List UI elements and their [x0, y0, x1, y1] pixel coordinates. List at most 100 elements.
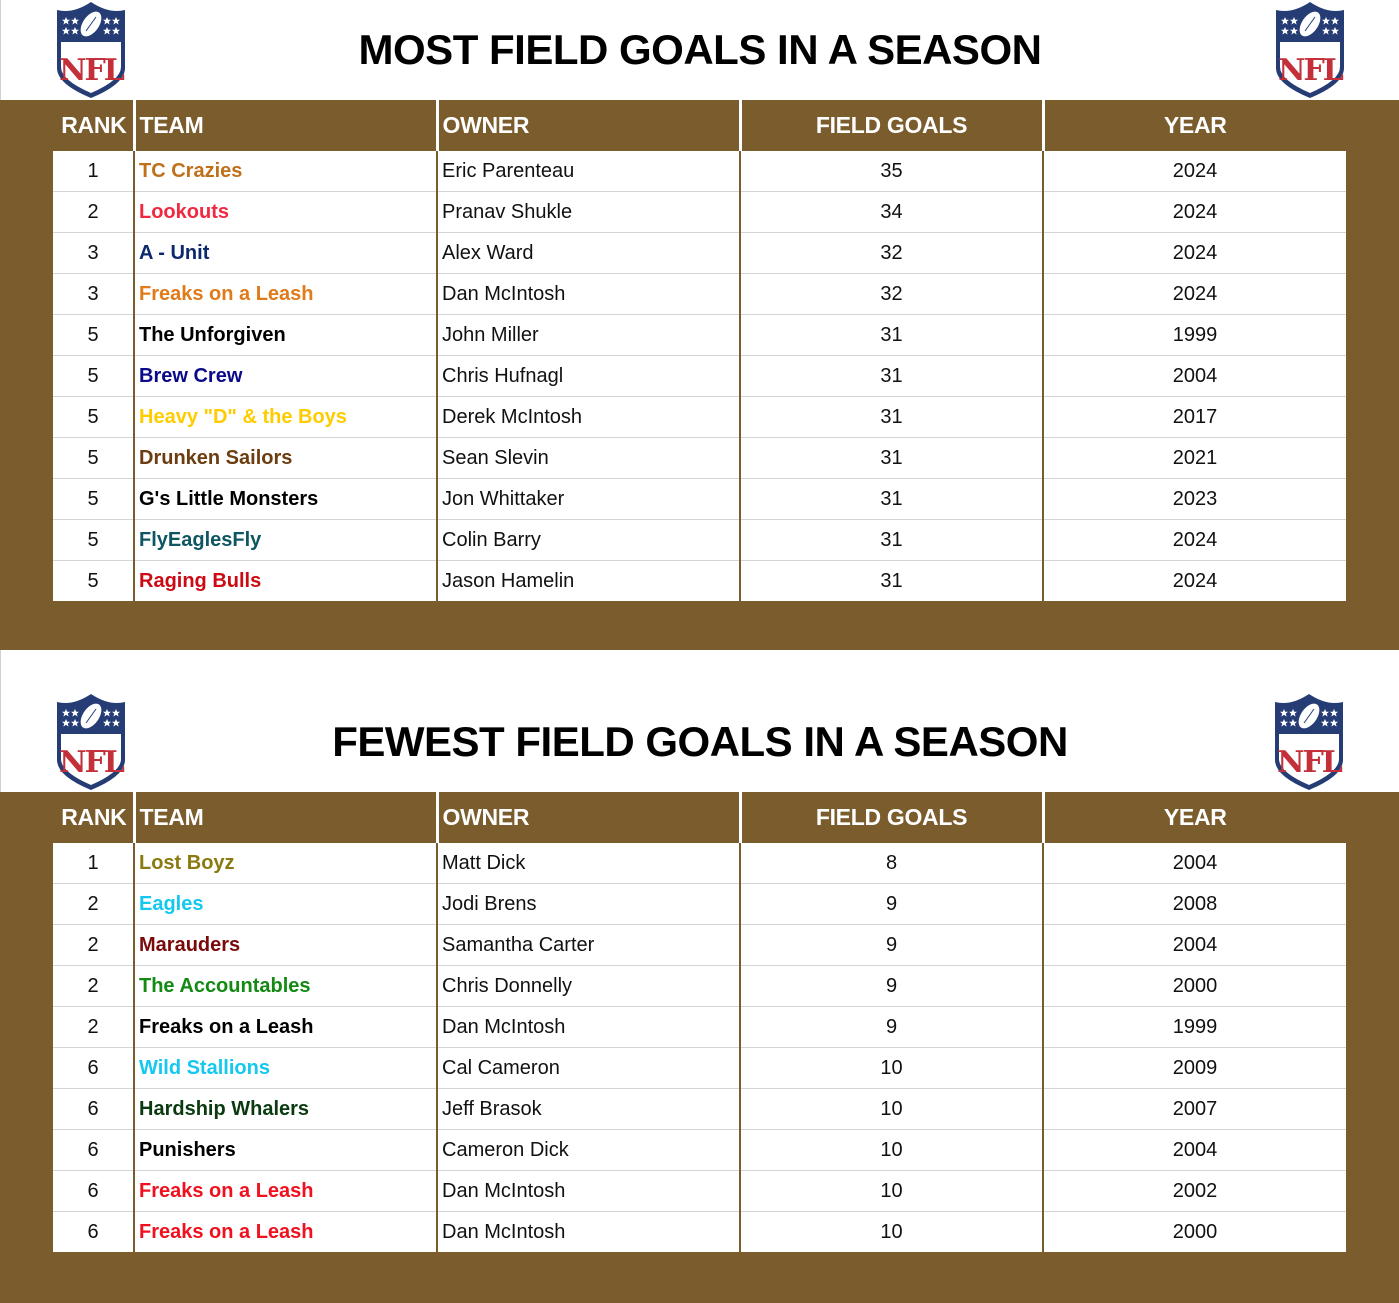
- year-cell: 2024: [1042, 151, 1346, 192]
- table-row: 5 The Unforgiven John Miller 31 1999: [53, 314, 1346, 356]
- header-row: RANK TEAM OWNER FIELD GOALS YEAR: [53, 100, 1346, 151]
- field-goals-cell: 32: [739, 273, 1043, 315]
- rank-cell: 6: [53, 1047, 134, 1089]
- team-cell: A - Unit: [133, 232, 437, 274]
- owner-cell: Chris Donnelly: [436, 965, 740, 1007]
- table-frame: RANK TEAM OWNER FIELD GOALS YEAR 1 Lost …: [0, 792, 1399, 1303]
- team-cell: Marauders: [133, 924, 437, 966]
- most-field-goals-section: NFL MOST FIELD GOALS IN A SEASON NFL RAN…: [0, 0, 1399, 650]
- header-field-goals: FIELD GOALS: [738, 792, 1043, 843]
- rank-cell: 6: [53, 1170, 134, 1212]
- header-year: YEAR: [1041, 792, 1346, 843]
- page-title: FEWEST FIELD GOALS IN A SEASON: [332, 718, 1068, 765]
- year-cell: 2024: [1042, 273, 1346, 315]
- team-cell: Freaks on a Leash: [133, 1170, 437, 1212]
- rank-cell: 5: [53, 314, 134, 356]
- year-cell: 2004: [1042, 355, 1346, 397]
- header-owner: OWNER: [435, 792, 740, 843]
- svg-text:NFL: NFL: [59, 745, 125, 780]
- owner-cell: Jason Hamelin: [436, 560, 740, 601]
- title-band: NFL MOST FIELD GOALS IN A SEASON NFL: [0, 0, 1399, 100]
- year-cell: 2024: [1042, 191, 1346, 233]
- owner-cell: John Miller: [436, 314, 740, 356]
- field-goals-cell: 31: [739, 560, 1043, 601]
- field-goals-cell: 8: [739, 843, 1043, 884]
- rank-cell: 6: [53, 1088, 134, 1130]
- table-row: 3 Freaks on a Leash Dan McIntosh 32 2024: [53, 273, 1346, 315]
- year-cell: 2004: [1042, 843, 1346, 884]
- year-cell: 2000: [1042, 965, 1346, 1007]
- year-cell: 2008: [1042, 883, 1346, 925]
- rank-cell: 1: [53, 843, 134, 884]
- nfl-logo-icon: NFL: [53, 694, 129, 790]
- field-goals-cell: 9: [739, 924, 1043, 966]
- year-cell: 2007: [1042, 1088, 1346, 1130]
- team-cell: Eagles: [133, 883, 437, 925]
- owner-cell: Dan McIntosh: [436, 273, 740, 315]
- records-table: RANK TEAM OWNER FIELD GOALS YEAR 1 TC Cr…: [53, 100, 1346, 601]
- field-goals-cell: 31: [739, 478, 1043, 520]
- year-cell: 2024: [1042, 232, 1346, 274]
- rank-cell: 6: [53, 1129, 134, 1171]
- team-cell: Wild Stallions: [133, 1047, 437, 1089]
- rank-cell: 6: [53, 1211, 134, 1252]
- table-row: 6 Hardship Whalers Jeff Brasok 10 2007: [53, 1088, 1346, 1130]
- owner-cell: Chris Hufnagl: [436, 355, 740, 397]
- table-row: 5 Brew Crew Chris Hufnagl 31 2004: [53, 355, 1346, 397]
- team-cell: Freaks on a Leash: [133, 1211, 437, 1252]
- table-row: 1 TC Crazies Eric Parenteau 35 2024: [53, 151, 1346, 192]
- owner-cell: Jeff Brasok: [436, 1088, 740, 1130]
- owner-cell: Eric Parenteau: [436, 151, 740, 192]
- owner-cell: Alex Ward: [436, 232, 740, 274]
- header-rank: RANK: [53, 100, 134, 151]
- table-row: 6 Punishers Cameron Dick 10 2004: [53, 1129, 1346, 1171]
- rank-cell: 5: [53, 560, 134, 601]
- rank-cell: 3: [53, 273, 134, 315]
- table-row: 3 A - Unit Alex Ward 32 2024: [53, 232, 1346, 274]
- team-cell: Lost Boyz: [133, 843, 437, 884]
- page-title: MOST FIELD GOALS IN A SEASON: [358, 26, 1042, 73]
- field-goals-cell: 9: [739, 965, 1043, 1007]
- table-row: 5 FlyEaglesFly Colin Barry 31 2024: [53, 519, 1346, 561]
- team-cell: Lookouts: [133, 191, 437, 233]
- team-cell: Brew Crew: [133, 355, 437, 397]
- year-cell: 2004: [1042, 1129, 1346, 1171]
- header-team: TEAM: [132, 100, 437, 151]
- field-goals-cell: 10: [739, 1170, 1043, 1212]
- table-row: 5 G's Little Monsters Jon Whittaker 31 2…: [53, 478, 1346, 520]
- table-row: 2 Eagles Jodi Brens 9 2008: [53, 883, 1346, 925]
- year-cell: 2024: [1042, 519, 1346, 561]
- field-goals-cell: 32: [739, 232, 1043, 274]
- table-row: 2 Freaks on a Leash Dan McIntosh 9 1999: [53, 1006, 1346, 1048]
- header-year: YEAR: [1041, 100, 1346, 151]
- field-goals-cell: 31: [739, 519, 1043, 561]
- team-cell: The Accountables: [133, 965, 437, 1007]
- table-row: 6 Freaks on a Leash Dan McIntosh 10 2000: [53, 1211, 1346, 1252]
- table-row: 2 Lookouts Pranav Shukle 34 2024: [53, 191, 1346, 233]
- table-row: 2 The Accountables Chris Donnelly 9 2000: [53, 965, 1346, 1007]
- rank-cell: 5: [53, 396, 134, 438]
- year-cell: 2004: [1042, 924, 1346, 966]
- team-cell: Hardship Whalers: [133, 1088, 437, 1130]
- field-goals-cell: 31: [739, 355, 1043, 397]
- team-cell: Raging Bulls: [133, 560, 437, 601]
- team-cell: TC Crazies: [133, 151, 437, 192]
- owner-cell: Sean Slevin: [436, 437, 740, 479]
- field-goals-cell: 10: [739, 1211, 1043, 1252]
- team-cell: Heavy "D" & the Boys: [133, 396, 437, 438]
- records-table: RANK TEAM OWNER FIELD GOALS YEAR 1 Lost …: [53, 792, 1346, 1252]
- team-cell: G's Little Monsters: [133, 478, 437, 520]
- table-row: 5 Drunken Sailors Sean Slevin 31 2021: [53, 437, 1346, 479]
- rank-cell: 5: [53, 437, 134, 479]
- rank-cell: 3: [53, 232, 134, 274]
- owner-cell: Samantha Carter: [436, 924, 740, 966]
- rank-cell: 2: [53, 1006, 134, 1048]
- year-cell: 2024: [1042, 560, 1346, 601]
- owner-cell: Cal Cameron: [436, 1047, 740, 1089]
- year-cell: 2002: [1042, 1170, 1346, 1212]
- owner-cell: Dan McIntosh: [436, 1170, 740, 1212]
- header-owner: OWNER: [435, 100, 740, 151]
- table-row: 5 Raging Bulls Jason Hamelin 31 2024: [53, 560, 1346, 601]
- year-cell: 2017: [1042, 396, 1346, 438]
- year-cell: 2021: [1042, 437, 1346, 479]
